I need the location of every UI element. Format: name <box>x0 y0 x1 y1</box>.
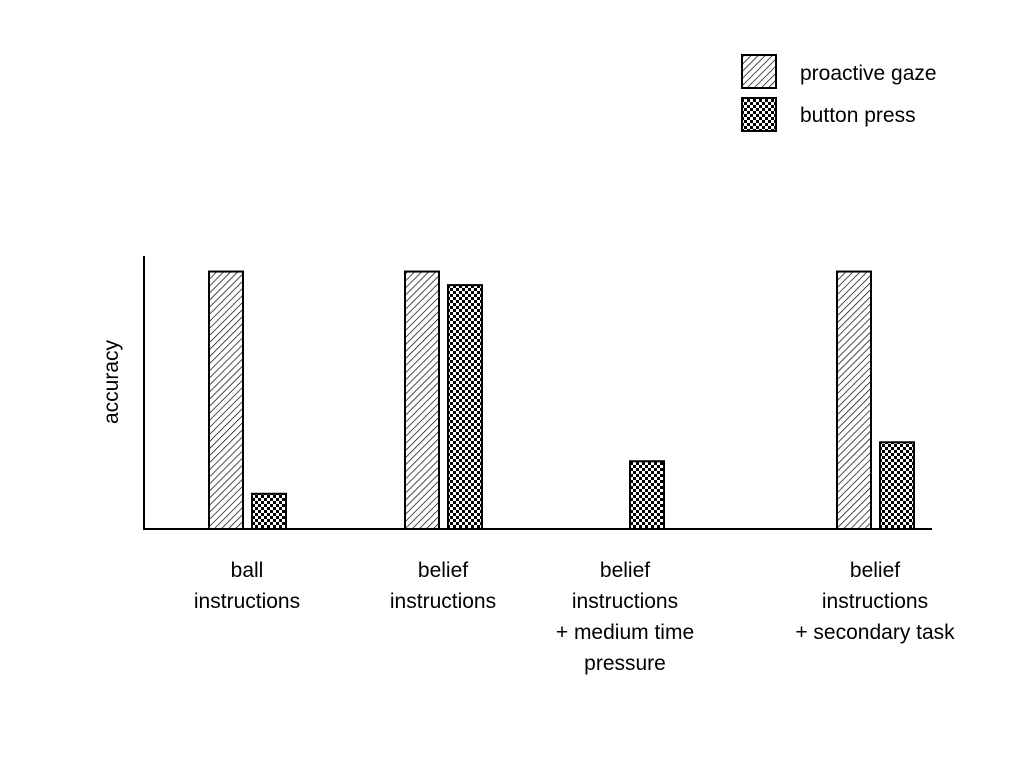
legend-swatch-proactive-gaze <box>741 54 777 89</box>
bar-button-press-0 <box>251 492 287 530</box>
bar-button-press-3 <box>879 441 915 530</box>
x-tick-labels: ball instructions belief instructions belief… <box>194 559 955 675</box>
x-tick-label-0: ball instructions <box>194 559 300 613</box>
bars <box>208 270 915 530</box>
bar-proactive-gaze-3 <box>836 270 872 530</box>
legend-label-proactive-gaze: proactive gaze <box>800 62 937 85</box>
legend: proactive gaze button press <box>741 54 937 132</box>
bar-button-press-1 <box>447 284 483 530</box>
x-tick-label-1: belief instructions <box>390 559 496 613</box>
legend-label-button-press: button press <box>800 104 916 127</box>
bar-proactive-gaze-0 <box>208 270 244 530</box>
bar-button-press-2 <box>629 460 665 530</box>
legend-swatch-button-press <box>741 97 777 132</box>
x-tick-label-3: belief instructions + secondary task <box>795 559 955 644</box>
x-tick-label-2: belief instructions + medium time pressure <box>556 559 694 675</box>
bar-proactive-gaze-1 <box>404 270 440 530</box>
y-axis-label: accuracy <box>100 339 123 424</box>
